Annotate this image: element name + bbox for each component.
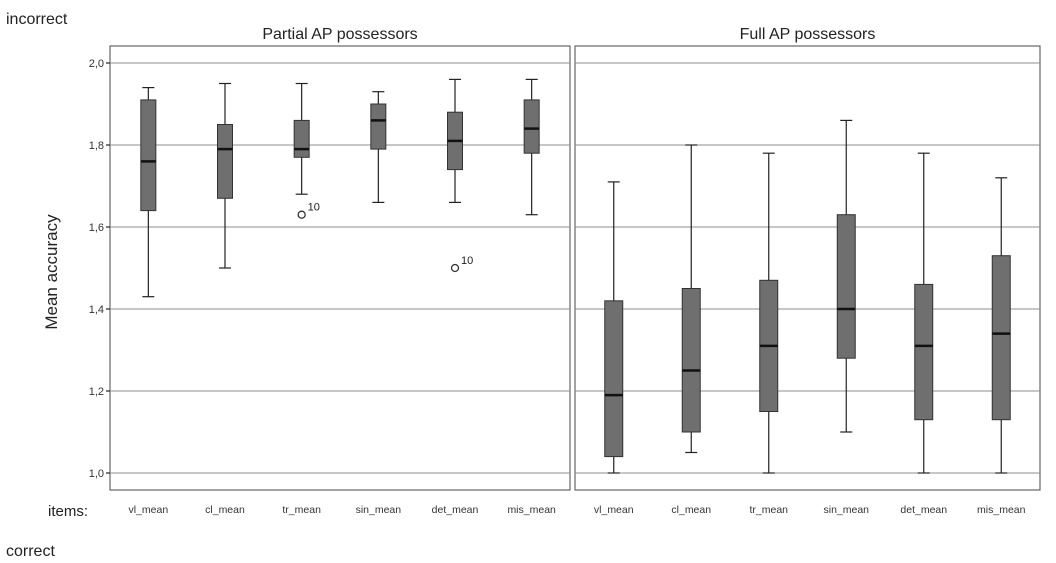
plot-area: Partial AP possessors vl_mean cl_mean tr_me…: [89, 26, 1041, 516]
panel-frame-2: [574, 45, 1041, 491]
category-label: mis_mean: [977, 504, 1026, 516]
bottom-annotation: correct: [6, 543, 55, 560]
box-vl_mean: [140, 99, 157, 212]
box-mis_mean: [991, 255, 1011, 421]
category-label: vl_mean: [594, 504, 634, 516]
y-tick-label: 1,8: [89, 140, 104, 152]
y-tick-label: 1,4: [89, 304, 104, 316]
box-mis_mean: [523, 99, 540, 154]
outlier-point: [450, 263, 460, 273]
category-label: vl_mean: [128, 504, 168, 516]
box-cl_mean: [217, 124, 233, 199]
outlier-label: 10: [461, 255, 473, 267]
category-label: cl_mean: [671, 504, 711, 516]
top-annotation: incorrect: [6, 11, 68, 28]
items-label: items:: [48, 503, 88, 520]
panel-frame-1: [109, 45, 571, 491]
panel-title: Partial AP possessors: [262, 26, 417, 43]
category-label: tr_mean: [282, 504, 321, 516]
box-sin_mean: [836, 214, 856, 359]
category-label: sin_mean: [823, 504, 869, 516]
y-tick-label: 1,6: [89, 222, 104, 234]
panel-title: Full AP possessors: [740, 26, 876, 43]
box-tr_mean: [293, 119, 310, 158]
category-label: det_mean: [432, 504, 479, 516]
y-tick-label: 2,0: [89, 58, 104, 70]
category-label: tr_mean: [749, 504, 788, 516]
outlier-point: [297, 210, 306, 219]
y-tick-label: 1,0: [89, 468, 104, 480]
box-cl_mean: [681, 288, 701, 433]
category-label: cl_mean: [205, 504, 245, 516]
y-axis-label: Mean accuracy: [42, 214, 61, 330]
box-det_mean: [914, 283, 934, 421]
category-label: sin_mean: [356, 504, 402, 516]
category-label: det_mean: [900, 504, 947, 516]
box-vl_mean: [604, 300, 624, 458]
box-sin_mean: [370, 103, 387, 150]
y-tick-label: 1,2: [89, 386, 104, 398]
outlier-label: 10: [308, 202, 320, 214]
category-label: mis_mean: [507, 504, 556, 516]
